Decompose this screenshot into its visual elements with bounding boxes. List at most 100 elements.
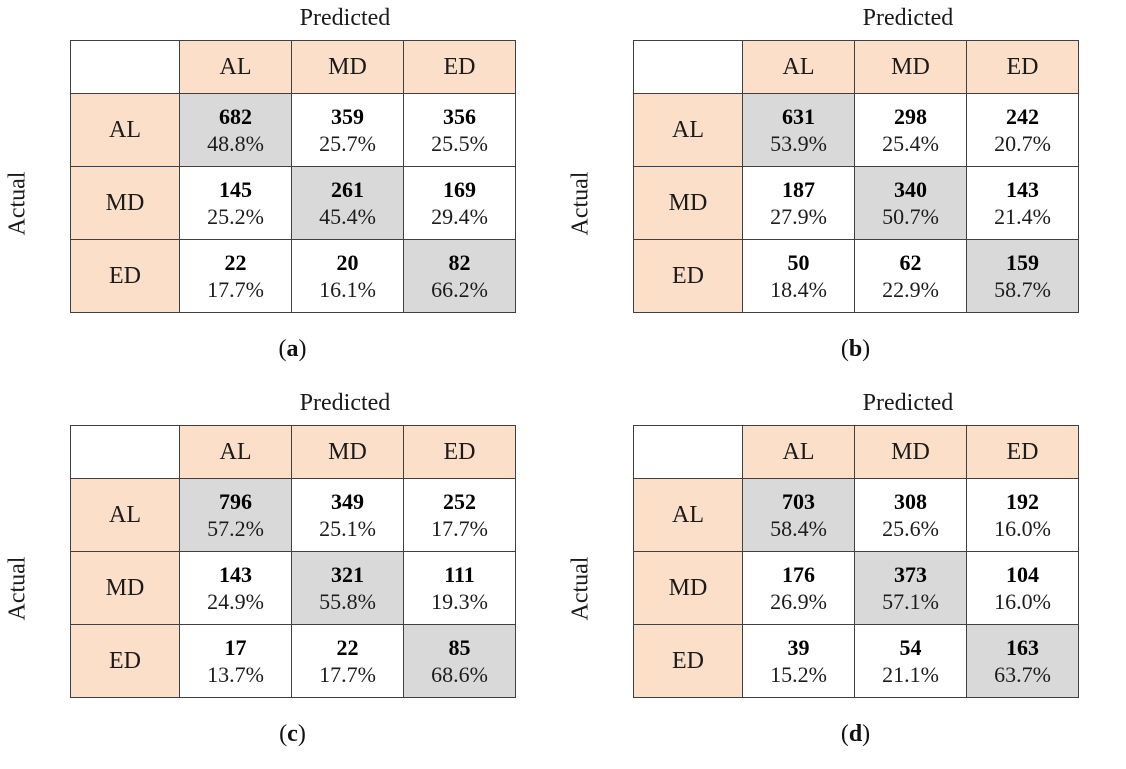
actual-axis-label: Actual bbox=[2, 478, 34, 699]
cell-count: 22 bbox=[336, 634, 359, 660]
corner-spacer bbox=[70, 40, 180, 94]
row-header-MD: MD bbox=[70, 551, 180, 625]
cell-percent: 20.7% bbox=[994, 131, 1051, 156]
col-header-AL: AL bbox=[742, 425, 855, 479]
cell-count: 242 bbox=[1006, 103, 1039, 129]
cell-AL-MD: 349 25.1% bbox=[291, 478, 404, 552]
cell-count: 796 bbox=[219, 488, 252, 514]
cell-percent: 17.7% bbox=[319, 662, 376, 687]
cell-count: 62 bbox=[899, 249, 922, 275]
cell-ED-AL: 17 13.7% bbox=[179, 624, 292, 698]
cell-count: 17 bbox=[224, 634, 247, 660]
predicted-axis-label: Predicted bbox=[862, 5, 954, 31]
confusion-matrix-b: Predicted Actual AL MD ED AL 631 53.9% 29… bbox=[563, 0, 1126, 385]
actual-axis-label: Actual bbox=[565, 93, 597, 314]
confusion-table-b: AL MD ED AL 631 53.9% 298 25.4% 242 20.7% M… bbox=[633, 40, 1079, 313]
cell-count: 163 bbox=[1006, 634, 1039, 660]
cell-count: 340 bbox=[894, 176, 927, 202]
cell-percent: 27.9% bbox=[770, 204, 827, 229]
row-header-ED: ED bbox=[633, 239, 743, 313]
caption-paren: ( bbox=[279, 721, 288, 747]
cell-count: 159 bbox=[1006, 249, 1039, 275]
cell-MD-AL: 187 27.9% bbox=[742, 166, 855, 240]
row-header-ED: ED bbox=[70, 239, 180, 313]
cell-count: 145 bbox=[219, 176, 252, 202]
col-header-MD: MD bbox=[854, 40, 967, 94]
caption-paren: ( bbox=[840, 336, 849, 362]
cell-percent: 13.7% bbox=[207, 662, 264, 687]
cell-count: 192 bbox=[1006, 488, 1039, 514]
cell-percent: 17.7% bbox=[207, 277, 264, 302]
cell-ED-MD: 22 17.7% bbox=[291, 624, 404, 698]
cell-ED-MD: 62 22.9% bbox=[854, 239, 967, 313]
col-header-AL: AL bbox=[179, 425, 292, 479]
caption-letter: d bbox=[848, 721, 863, 747]
cell-AL-AL: 631 53.9% bbox=[742, 93, 855, 167]
confusion-table-a: AL MD ED AL 682 48.8% 359 25.7% 356 25.5% M… bbox=[70, 40, 516, 313]
cell-ED-MD: 20 16.1% bbox=[291, 239, 404, 313]
col-header-MD: MD bbox=[291, 40, 404, 94]
cell-percent: 15.2% bbox=[770, 662, 827, 687]
confusion-table-d: AL MD ED AL 703 58.4% 308 25.6% 192 16.0% M… bbox=[633, 425, 1079, 698]
cell-count: 169 bbox=[443, 176, 476, 202]
cell-AL-MD: 359 25.7% bbox=[291, 93, 404, 167]
cell-MD-AL: 145 25.2% bbox=[179, 166, 292, 240]
caption-paren: ( bbox=[840, 721, 849, 747]
cell-MD-ED: 104 16.0% bbox=[966, 551, 1079, 625]
cell-percent: 63.7% bbox=[994, 662, 1051, 687]
cell-percent: 25.1% bbox=[319, 516, 376, 541]
cell-percent: 29.4% bbox=[431, 204, 488, 229]
cell-percent: 25.2% bbox=[207, 204, 264, 229]
cell-percent: 48.8% bbox=[207, 131, 264, 156]
row-header-AL: AL bbox=[633, 478, 743, 552]
actual-axis-label: Actual bbox=[565, 478, 597, 699]
cell-percent: 17.7% bbox=[431, 516, 488, 541]
cell-count: 143 bbox=[1006, 176, 1039, 202]
cell-ED-ED: 82 66.2% bbox=[403, 239, 516, 313]
cell-count: 682 bbox=[219, 103, 252, 129]
cell-count: 252 bbox=[443, 488, 476, 514]
cell-AL-ED: 252 17.7% bbox=[403, 478, 516, 552]
cell-count: 22 bbox=[224, 249, 247, 275]
cell-percent: 66.2% bbox=[431, 277, 488, 302]
cell-count: 308 bbox=[894, 488, 927, 514]
actual-axis-text: Actual bbox=[567, 556, 594, 621]
cell-count: 631 bbox=[782, 103, 815, 129]
cell-count: 356 bbox=[443, 103, 476, 129]
row-header-MD: MD bbox=[633, 166, 743, 240]
row-header-AL: AL bbox=[70, 93, 180, 167]
cell-count: 359 bbox=[331, 103, 364, 129]
row-header-AL: AL bbox=[633, 93, 743, 167]
cell-MD-ED: 169 29.4% bbox=[403, 166, 516, 240]
cell-ED-AL: 39 15.2% bbox=[742, 624, 855, 698]
cell-count: 39 bbox=[787, 634, 810, 660]
row-header-ED: ED bbox=[633, 624, 743, 698]
cell-count: 104 bbox=[1006, 561, 1039, 587]
row-header-MD: MD bbox=[70, 166, 180, 240]
cell-percent: 25.5% bbox=[431, 131, 488, 156]
cell-count: 82 bbox=[448, 249, 471, 275]
cell-MD-MD: 373 57.1% bbox=[854, 551, 967, 625]
cell-percent: 16.0% bbox=[994, 516, 1051, 541]
col-header-MD: MD bbox=[854, 425, 967, 479]
caption-c: (c) bbox=[70, 721, 515, 748]
cell-percent: 58.4% bbox=[770, 516, 827, 541]
corner-spacer bbox=[70, 425, 180, 479]
predicted-axis-label: Predicted bbox=[862, 390, 954, 416]
col-header-AL: AL bbox=[742, 40, 855, 94]
caption-letter: b bbox=[848, 336, 863, 362]
cell-percent: 19.3% bbox=[431, 589, 488, 614]
cell-percent: 68.6% bbox=[431, 662, 488, 687]
caption-paren: ) bbox=[297, 721, 306, 747]
corner-spacer bbox=[633, 40, 743, 94]
col-header-MD: MD bbox=[291, 425, 404, 479]
cell-count: 349 bbox=[331, 488, 364, 514]
col-header-ED: ED bbox=[403, 40, 516, 94]
cell-ED-AL: 50 18.4% bbox=[742, 239, 855, 313]
cell-count: 321 bbox=[331, 561, 364, 587]
cell-MD-ED: 111 19.3% bbox=[403, 551, 516, 625]
cell-percent: 57.1% bbox=[882, 589, 939, 614]
cell-percent: 21.1% bbox=[882, 662, 939, 687]
cell-AL-ED: 192 16.0% bbox=[966, 478, 1079, 552]
cell-percent: 16.0% bbox=[994, 589, 1051, 614]
